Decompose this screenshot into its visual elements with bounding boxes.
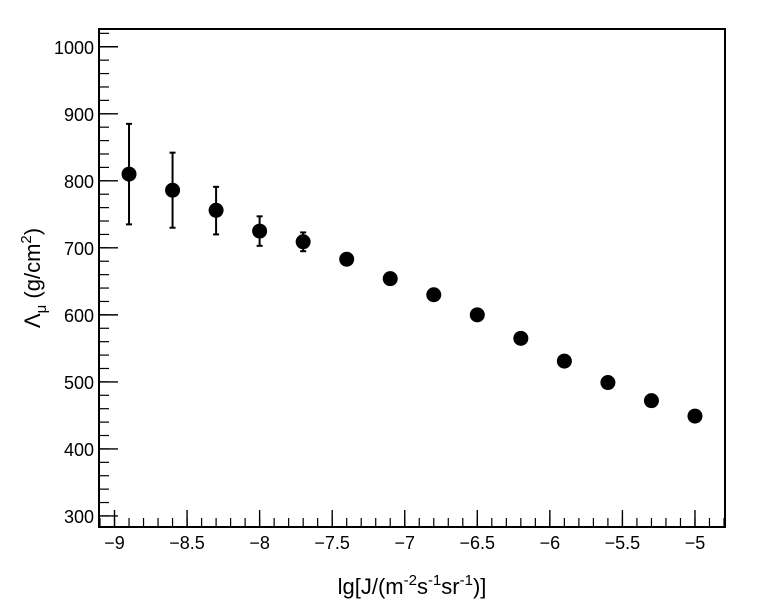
y-tick-label: 500 <box>64 373 94 393</box>
x-tick-label: −6.5 <box>460 533 496 553</box>
x-label-base: lg[J/(m <box>338 574 404 599</box>
x-label-sup1: -2 <box>404 572 417 589</box>
x-tick-label: −5.5 <box>605 533 641 553</box>
x-axis-label: lg[J/(m-2s-1sr-1)] <box>338 572 487 599</box>
y-tick-label: 400 <box>64 440 94 460</box>
x-tick-label: −5 <box>685 533 706 553</box>
y-label-unit-pre: (g/cm <box>20 244 45 305</box>
data-point <box>382 271 398 287</box>
data-point <box>426 287 442 303</box>
x-label-sup2: -1 <box>428 572 441 589</box>
x-label-tail: )] <box>473 574 486 599</box>
y-tick-label: 600 <box>64 306 94 326</box>
y-axis-label: Λμ (g/cm2) <box>18 228 50 328</box>
data-point <box>469 307 485 323</box>
data-point <box>339 251 355 267</box>
x-tick-label: −7.5 <box>314 533 350 553</box>
x-label-mid1: s <box>417 574 428 599</box>
data-point <box>121 166 137 182</box>
data-points <box>121 166 703 424</box>
axis-ticks <box>99 32 725 526</box>
x-tick-label: −8.5 <box>169 533 205 553</box>
data-point <box>252 223 268 239</box>
data-point <box>513 330 529 346</box>
y-tick-label: 1000 <box>54 38 94 58</box>
x-tick-label: −7 <box>394 533 415 553</box>
plot-frame <box>98 28 726 528</box>
x-tick-label: −8 <box>249 533 270 553</box>
data-point <box>600 375 616 391</box>
data-point <box>295 234 311 250</box>
y-tick-labels: 300 400 500 600 700 800 900 1000 <box>54 38 94 527</box>
x-tick-labels: −9 −8.5 −8 −7.5 −7 −6.5 −6 −5.5 −5 <box>104 533 705 553</box>
x-tick-label: −9 <box>104 533 125 553</box>
y-label-unit-sup: 2 <box>18 235 35 243</box>
data-point <box>556 353 572 369</box>
data-point <box>208 202 224 218</box>
x-label-sup3: -1 <box>460 572 473 589</box>
x-tick-label: −6 <box>540 533 561 553</box>
error-bars <box>126 122 307 253</box>
y-tick-label: 700 <box>64 239 94 259</box>
y-label-unit-post: ) <box>20 228 45 235</box>
y-tick-label: 900 <box>64 105 94 125</box>
data-point <box>643 393 659 409</box>
data-point <box>687 408 703 424</box>
y-label-symbol: Λ <box>20 313 45 328</box>
y-tick-label: 300 <box>64 507 94 527</box>
x-label-mid2: sr <box>441 574 459 599</box>
y-tick-label: 800 <box>64 172 94 192</box>
y-label-sub: μ <box>33 305 50 314</box>
data-point <box>165 182 181 198</box>
